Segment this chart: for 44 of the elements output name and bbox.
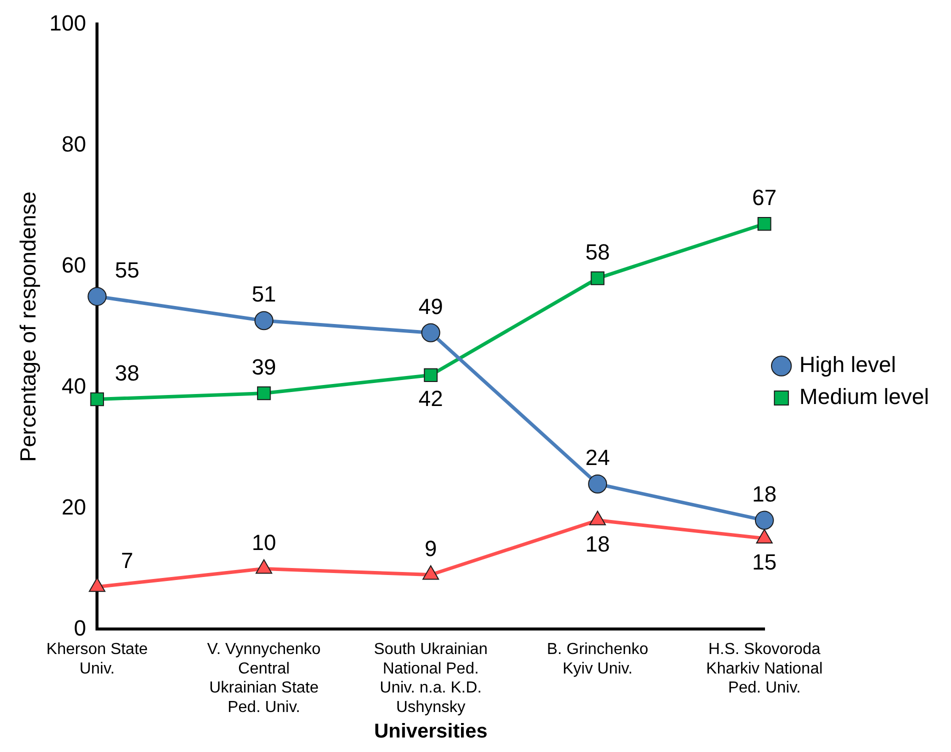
y-axis-title: Percentage of respondense — [15, 192, 40, 462]
point — [590, 271, 604, 286]
data-label: 9 — [424, 536, 437, 561]
y-tick-label: 80 — [62, 131, 86, 156]
data-label: 67 — [752, 184, 777, 210]
legend-label: High level — [799, 352, 896, 378]
y-tick-label: 100 — [49, 10, 86, 36]
y-tick-label: 0 — [74, 615, 86, 640]
point — [256, 559, 272, 574]
y-tick-label: 60 — [62, 252, 86, 278]
x-tick-label: B. Grinchenko Kyiv Univ. — [546, 641, 648, 678]
data-label: 39 — [252, 354, 276, 380]
point — [422, 565, 440, 580]
data-label: 10 — [252, 530, 276, 555]
data-label: 7 — [120, 548, 134, 573]
data-label: 51 — [252, 282, 276, 307]
point — [254, 311, 274, 330]
x-tick-label: V. Vynnychenko Central Ukrainian State Ped. Univ. — [207, 641, 321, 716]
point — [588, 474, 608, 494]
point — [421, 323, 440, 342]
x-tick-label: South Ukrainian National Ped. Univ. n.a. K.D. Ushynsky — [374, 641, 488, 716]
data-label: 18 — [752, 481, 777, 506]
data-label: 15 — [752, 550, 777, 575]
point — [88, 286, 107, 306]
data-label: 42 — [418, 386, 443, 412]
x-tick-label: H.S. Skovoroda Kharkiv National Ped. Univ. — [706, 641, 823, 697]
point — [424, 368, 438, 382]
point — [756, 528, 773, 544]
data-label: 55 — [114, 258, 140, 283]
data-label: 58 — [585, 239, 610, 264]
x-axis-title: Universities — [374, 720, 488, 743]
data-label: 24 — [585, 445, 610, 470]
data-label: 18 — [585, 531, 610, 556]
point — [758, 216, 772, 231]
x-tick-label: Kherson State Univ. — [46, 641, 148, 678]
data-label: 38 — [114, 360, 140, 386]
y-tick-label: 40 — [62, 373, 86, 398]
point — [589, 510, 606, 526]
point — [257, 386, 271, 400]
point — [88, 577, 106, 592]
legend-label: Medium level — [799, 384, 930, 410]
y-tick-label: 20 — [62, 494, 86, 520]
point — [90, 392, 104, 406]
data-label: 49 — [418, 294, 443, 319]
